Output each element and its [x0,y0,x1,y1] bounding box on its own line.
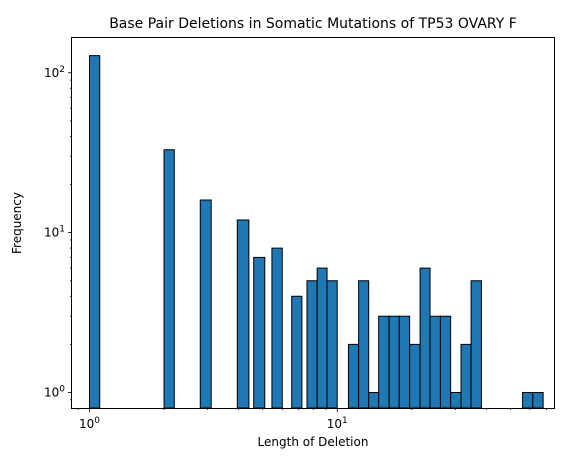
histogram-bar [306,280,318,409]
histogram-bar [88,55,101,409]
histogram-bar [271,247,283,409]
histogram-bar [450,392,462,409]
y-axis-ticks: 100 101 102 [44,65,72,401]
histogram-bar [253,256,266,409]
histogram-bar [522,392,534,409]
histogram-bar [347,343,360,409]
plot-frame [71,37,555,409]
y-axis-label: Frequency [10,192,24,254]
histogram-bar [429,315,441,409]
x-tick-label: 100 [79,416,100,431]
histogram-bar [470,280,482,409]
histogram-bar [358,280,370,409]
histogram-bar [419,267,431,409]
histogram-bar [236,219,250,409]
x-axis-ticks: 100 101 [77,408,547,431]
histogram-bar [378,315,390,409]
bars-group [88,55,544,409]
histogram-bar [388,315,400,409]
y-tick-label: 101 [44,225,65,240]
x-axis-label: Length of Deletion [258,435,369,449]
histogram-bar [199,199,212,409]
chart-title: Base Pair Deletions in Somatic Mutations… [109,16,517,32]
histogram-bar [439,315,452,409]
histogram-bar [398,315,411,409]
histogram-bar [316,267,328,409]
histogram-bar [163,149,175,409]
histogram-bar [409,343,421,409]
x-tick-label: 101 [327,416,348,431]
histogram-bar [368,392,380,409]
histogram-bar [460,343,472,409]
histogram-bar [326,280,338,409]
histogram-bar [291,295,303,409]
y-tick-label: 100 [44,385,65,400]
y-tick-label: 102 [44,65,65,80]
histogram-bar [532,392,544,409]
